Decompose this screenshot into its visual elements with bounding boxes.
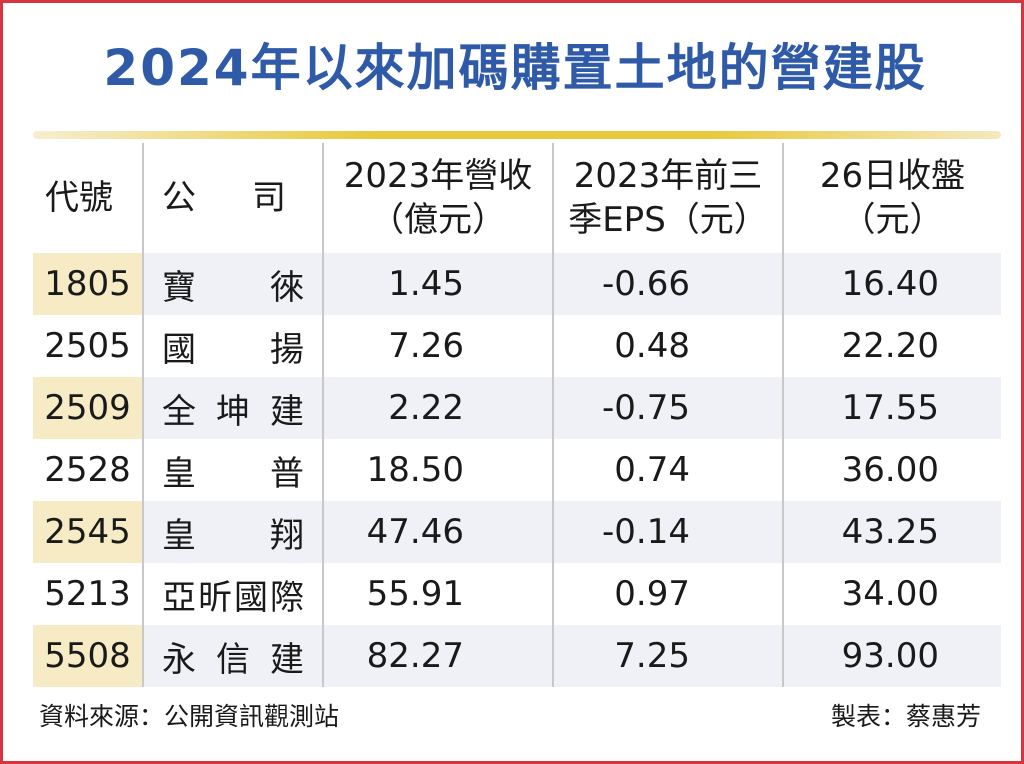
cell-revenue: 2.22 [322,377,553,439]
cell-company: 亞昕國際 [142,563,323,625]
cell-eps: -0.75 [552,377,783,439]
cell-company: 永信建 [142,625,323,687]
cell-code: 2509 [33,377,143,439]
company-name: 皇普 [162,446,304,495]
company-name: 全坤建 [162,384,304,433]
page-title: 2024年以來加碼購置土地的營建股 [103,39,927,97]
cell-close: 93.00 [782,625,1001,687]
header-revenue: 2023年營收 （億元） [322,143,553,253]
company-name-char: 信 [216,639,250,680]
company-name-char: 皇 [162,453,196,494]
cell-code: 5508 [33,625,143,687]
header-code: 代號 [45,178,113,218]
cell-revenue: 82.27 [322,625,553,687]
cell-code: 1805 [33,253,143,315]
company-name-char: 國 [234,577,268,618]
cell-revenue: 55.91 [322,563,553,625]
header-close: 26日收盤 （元） [782,143,1001,253]
company-name-char: 昕 [198,577,232,618]
company-name-char: 皇 [162,515,196,556]
cell-company: 皇翔 [142,501,323,563]
cell-close: 36.00 [782,439,1001,501]
header-close-line1: 26日收盤 [819,156,966,196]
cell-company: 皇普 [142,439,323,501]
cell-code: 5213 [44,574,131,614]
cell-company: 寶徠 [142,253,323,315]
company-name: 寶徠 [162,260,304,309]
header-company-char: 公 [162,178,196,218]
header-company-char: 司 [252,178,286,218]
cell-revenue: 1.45 [322,253,553,315]
cell-company: 全坤建 [142,377,323,439]
table-header: 代號 公 司 2023年營收 （億元） 2023年前三 季EPS（元） [33,143,1001,253]
table-row: 1805 寶徠 1.45 -0.66 16.40 [33,253,1001,315]
cell-eps: 0.48 [552,315,783,377]
company-name: 皇翔 [162,508,304,557]
company-name: 永信建 [162,632,304,681]
cell-eps: 0.97 [552,563,783,625]
source-note: 資料來源：公開資訊觀測站 [39,702,340,731]
company-name-char: 永 [162,639,196,680]
header-eps: 2023年前三 季EPS（元） [552,143,783,253]
stock-table: 代號 公 司 2023年營收 （億元） 2023年前三 季EPS（元） [33,143,1001,687]
company-name-char: 翔 [270,515,304,556]
company-name: 國揚 [162,322,304,371]
table-row: 2505 國揚 7.26 0.48 22.20 [33,315,1001,377]
table-row: 2528 皇普 18.50 0.74 36.00 [33,439,1001,501]
header-revenue-line2: （億元） [370,200,506,240]
cell-eps: 7.25 [552,625,783,687]
title-divider [33,131,1001,139]
cell-revenue: 18.50 [322,439,553,501]
table-row: 5213 亞昕國際 55.91 0.97 34.00 [33,563,1001,625]
cell-revenue: 47.46 [322,501,553,563]
table-body: 1805 寶徠 1.45 -0.66 16.40 2505 國揚 7.26 0.48 22.20 2… [33,253,1001,687]
cell-close: 17.55 [782,377,1001,439]
cell-close: 22.20 [782,315,1001,377]
company-name-char: 揚 [270,329,304,370]
cell-close: 16.40 [782,253,1001,315]
header-revenue-line1: 2023年營收 [343,156,533,196]
cell-company: 國揚 [142,315,323,377]
cell-eps: -0.66 [552,253,783,315]
header-row: 代號 公 司 2023年營收 （億元） 2023年前三 季EPS（元） [33,143,1001,253]
header-company: 公 司 [142,143,323,253]
cell-close: 43.25 [782,501,1001,563]
cell-code: 2545 [33,501,143,563]
cell-eps: 0.74 [552,439,783,501]
company-name-char: 徠 [270,267,304,308]
table-row: 2545 皇翔 47.46 -0.14 43.25 [33,501,1001,563]
stock-table-container: 代號 公 司 2023年營收 （億元） 2023年前三 季EPS（元） [33,143,1001,687]
table-row: 5508 永信建 82.27 7.25 93.00 [33,625,1001,687]
company-name-char: 建 [270,391,304,432]
cell-close: 34.00 [782,563,1001,625]
company-name-char: 寶 [162,267,196,308]
company-name: 亞昕國際 [162,570,304,619]
company-name-char: 坤 [216,391,250,432]
company-name-char: 全 [162,391,196,432]
header-eps-line1: 2023年前三 [573,156,763,196]
company-name-char: 普 [270,453,304,494]
company-name-char: 國 [162,329,196,370]
cell-revenue: 7.26 [322,315,553,377]
header-close-line2: （元） [841,200,944,240]
company-name-char: 建 [270,639,304,680]
author-note: 製表：蔡惠芳 [830,702,981,731]
cell-code: 2528 [44,450,131,490]
header-eps-line2: 季EPS（元） [568,200,768,240]
cell-eps: -0.14 [552,501,783,563]
cell-code: 2505 [44,326,131,366]
company-name-char: 亞 [162,577,196,618]
company-name-char: 際 [270,577,304,618]
table-row: 2509 全坤建 2.22 -0.75 17.55 [33,377,1001,439]
